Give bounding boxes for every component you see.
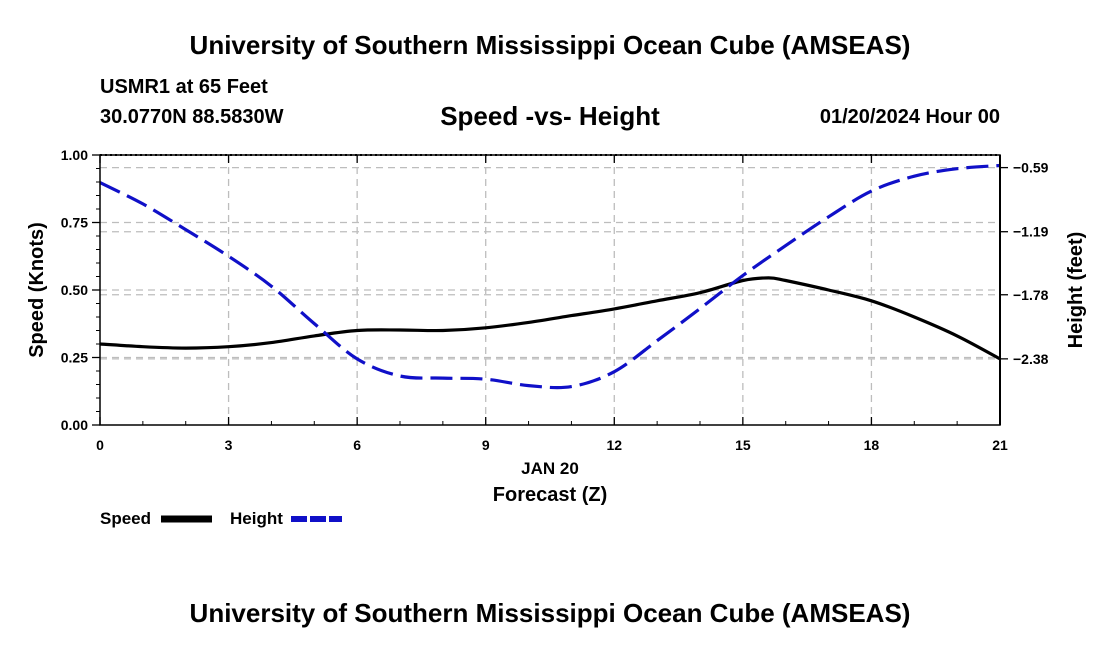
x-tick-label: 21 — [992, 437, 1008, 453]
x-tick-label: 6 — [353, 437, 361, 453]
series-layer — [99, 163, 1001, 390]
legend: Speed Height — [100, 509, 342, 528]
legend-speed-label: Speed — [100, 509, 151, 528]
y-tick-label: 0.75 — [61, 215, 88, 231]
x-axis-date-label: JAN 20 — [521, 459, 579, 478]
y2-tick-label: −0.59 — [1013, 160, 1049, 176]
legend-height-label: Height — [230, 509, 283, 528]
x-tick-label: 18 — [864, 437, 880, 453]
y2-tick-label: −1.78 — [1013, 287, 1049, 303]
x-tick-label: 12 — [606, 437, 622, 453]
y2-axis-label: Height (feet) — [1065, 232, 1087, 349]
y-tick-label: 0.50 — [61, 282, 88, 298]
footer-title: University of Southern Mississippi Ocean… — [189, 598, 911, 628]
y2-tick-label: −2.38 — [1013, 351, 1049, 367]
y-axis-label: Speed (Knots) — [26, 222, 48, 358]
y-tick-label: 0.25 — [61, 350, 88, 366]
x-tick-label: 0 — [96, 437, 104, 453]
forecast-datetime: 01/20/2024 Hour 00 — [819, 106, 1000, 128]
station-label: USMR1 at 65 Feet — [100, 76, 268, 98]
axes: 0 3 6 9 12 15 18 21 0.00 0.25 0.50 0.75 1.00 −0.59 −1.… — [61, 147, 1049, 453]
y-tick-label: 0.00 — [61, 417, 88, 433]
chart-subtitle: Speed -vs- Height — [440, 101, 660, 131]
chart-title: University of Southern Mississippi Ocean… — [189, 30, 911, 60]
series-line-height — [99, 163, 1001, 390]
x-tick-label: 15 — [735, 437, 751, 453]
x-axis-label: Forecast (Z) — [493, 484, 607, 506]
y-tick-label: 1.00 — [61, 147, 88, 163]
x-tick-label: 9 — [482, 437, 490, 453]
series-line-speed — [99, 276, 1001, 361]
station-coordinates: 30.0770N 88.5830W — [100, 106, 284, 128]
x-tick-label: 3 — [225, 437, 233, 453]
y2-tick-label: −1.19 — [1013, 224, 1049, 240]
